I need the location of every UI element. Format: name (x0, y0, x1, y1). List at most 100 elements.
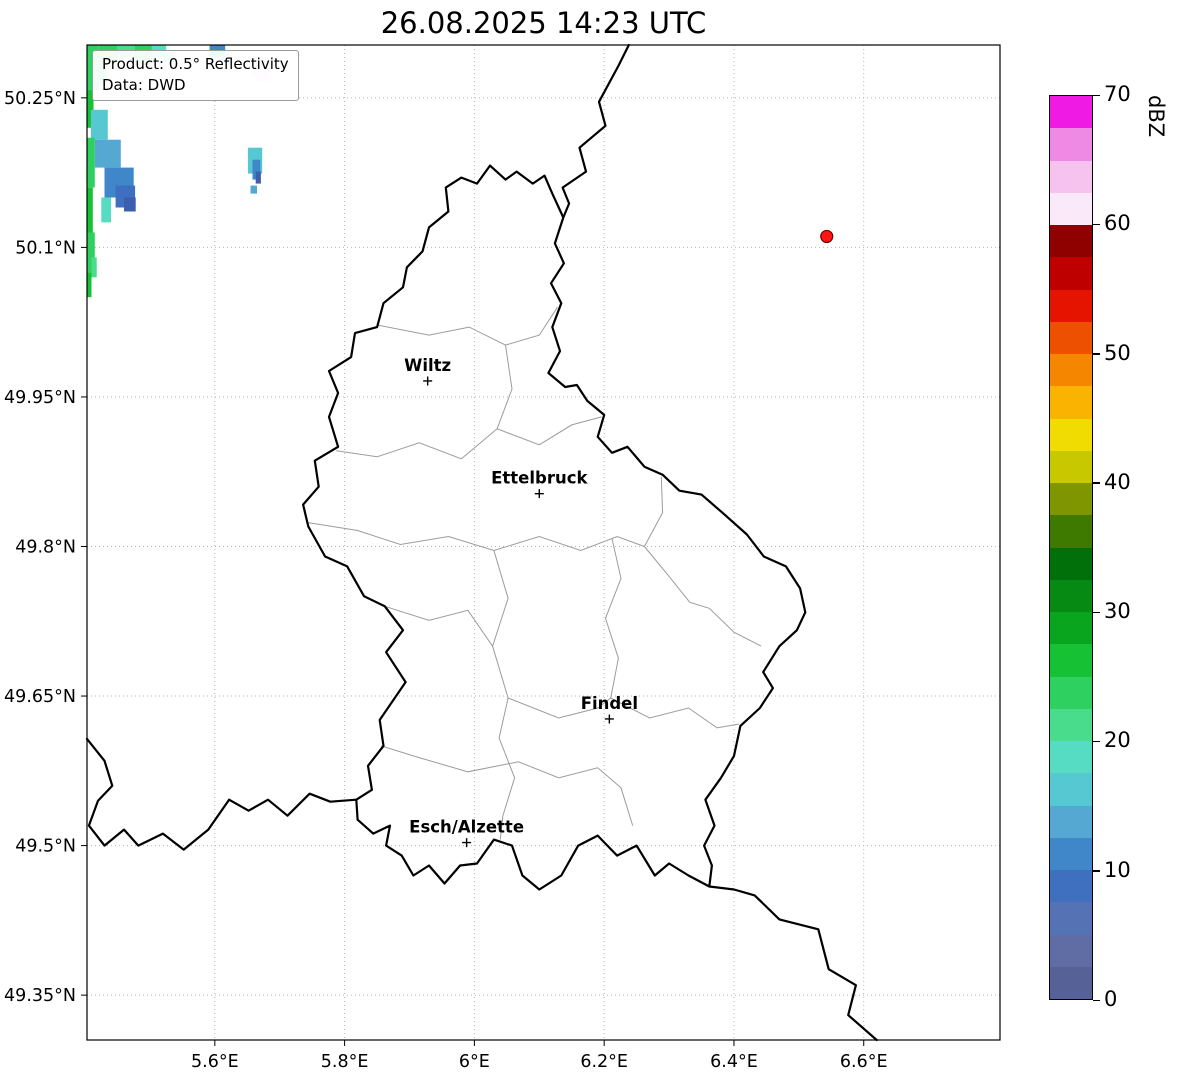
colorbar-segment (1050, 96, 1092, 129)
info-box: Product: 0.5° Reflectivity Data: DWD (92, 50, 299, 101)
city-label: Esch/Alzette (409, 818, 524, 837)
y-tick-label: 50.1°N (15, 238, 76, 258)
country-border (708, 885, 878, 1042)
colorbar-segment (1050, 579, 1092, 612)
colorbar-tick (1093, 870, 1100, 872)
city-label: Ettelbruck (491, 469, 588, 488)
colorbar-tick-label: 70 (1104, 82, 1131, 106)
radar-echo (87, 137, 95, 188)
info-source-line: Data: DWD (102, 76, 186, 94)
country-border (302, 164, 807, 891)
x-tick-label: 6.2°E (580, 1052, 628, 1072)
colorbar-segment (1050, 418, 1092, 451)
district-border (610, 697, 740, 729)
colorbar-tick (1093, 94, 1100, 96)
colorbar-tick-label: 30 (1104, 599, 1131, 624)
y-tick-label: 49.65°N (4, 687, 76, 707)
district-border (380, 745, 634, 826)
colorbar-segment (1050, 483, 1092, 516)
colorbar-segment (1050, 515, 1092, 548)
country-border (85, 737, 358, 851)
map-plot: 5.6°E 5.8°E 6°E 6.2°E 6.4°E 6.6°E 50.25°N 50.1°… (4, 43, 1001, 1072)
colorbar-segment (1050, 386, 1092, 419)
y-tick-label: 49.5°N (15, 837, 76, 857)
district-border (507, 697, 612, 719)
radar-echo (87, 272, 92, 298)
colorbar-segment (1050, 257, 1092, 290)
colorbar-tick-label: 20 (1104, 728, 1131, 753)
x-tick-label: 6°E (459, 1052, 490, 1072)
district-border (492, 550, 516, 840)
city-marker (604, 714, 614, 724)
colorbar-segment (1050, 128, 1092, 161)
map-canvas: 5.6°E 5.8°E 6°E 6.2°E 6.4°E 6.6°E 50.25°N 50.1°… (4, 43, 1001, 1072)
y-tick-label: 50.25°N (4, 89, 76, 109)
city-marker (423, 376, 433, 386)
x-tick-label: 6.6°E (840, 1052, 888, 1072)
colorbar-tick (1093, 353, 1100, 355)
city-marker (534, 489, 544, 499)
colorbar-segment (1050, 160, 1092, 193)
colorbar-segment (1050, 354, 1092, 387)
radar-echo (250, 185, 257, 194)
country-border (561, 43, 630, 219)
colorbar-segment (1050, 805, 1092, 838)
radar-echo (91, 257, 97, 278)
colorbar-segment (1050, 902, 1092, 935)
district-border (604, 538, 622, 699)
radar-echo (124, 197, 136, 212)
radar-echo (87, 232, 95, 273)
x-tick-label: 6.4°E (710, 1052, 758, 1072)
x-tick-label: 5.6°E (191, 1052, 239, 1072)
district-border (643, 476, 664, 547)
radar-site-dot (820, 229, 834, 244)
colorbar-segment (1050, 289, 1092, 322)
district-border (378, 306, 558, 346)
colorbar-tick (1093, 740, 1100, 743)
colorbar (1049, 95, 1093, 1000)
colorbar-segment (1050, 612, 1092, 645)
district-border (644, 546, 762, 647)
colorbar-segment (1050, 450, 1092, 483)
x-tick-label: 5.8°E (321, 1052, 369, 1072)
district-border (496, 345, 513, 429)
radar-echo (94, 139, 121, 168)
colorbar-segment (1050, 676, 1092, 709)
colorbar-tick-label: 60 (1104, 211, 1131, 236)
radar-echo (101, 197, 111, 223)
colorbar-gradient (1050, 96, 1092, 999)
colorbar-tick-label: 40 (1104, 469, 1131, 494)
colorbar-label: dBZ (1144, 95, 1168, 138)
city-label: Wiltz (404, 356, 451, 375)
colorbar-tick (1093, 611, 1100, 614)
colorbar-segment (1050, 934, 1092, 967)
colorbar-segment (1050, 966, 1092, 999)
y-tick-label: 49.8°N (15, 537, 76, 557)
radar-echo (255, 171, 261, 184)
district-border (384, 605, 494, 647)
y-tick-label: 49.35°N (4, 986, 76, 1006)
radar-echo (87, 89, 94, 128)
colorbar-segment (1050, 708, 1092, 741)
colorbar-tick (1093, 482, 1100, 484)
city-label: Findel (581, 694, 638, 713)
plot-frame (86, 44, 1001, 1041)
district-border (336, 416, 602, 460)
colorbar-segment (1050, 741, 1092, 774)
district-border (308, 522, 645, 552)
colorbar-axis: 0 10 20 30 40 50 60 70 (1093, 82, 1163, 1011)
figure-title: 26.08.2025 14:23 UTC (380, 6, 707, 40)
colorbar-tick (1093, 223, 1100, 226)
colorbar-tick-label: 0 (1104, 987, 1118, 1011)
colorbar-segment (1050, 644, 1092, 677)
colorbar-segment (1050, 773, 1092, 806)
colorbar-segment (1050, 225, 1092, 258)
colorbar-segment (1050, 837, 1092, 870)
info-product-line: Product: 0.5° Reflectivity (102, 55, 289, 73)
y-tick-label: 49.95°N (4, 388, 76, 408)
radar-echo (87, 187, 93, 233)
colorbar-tick-label: 50 (1104, 340, 1131, 365)
colorbar-segment (1050, 547, 1092, 580)
radar-echo (252, 159, 261, 180)
